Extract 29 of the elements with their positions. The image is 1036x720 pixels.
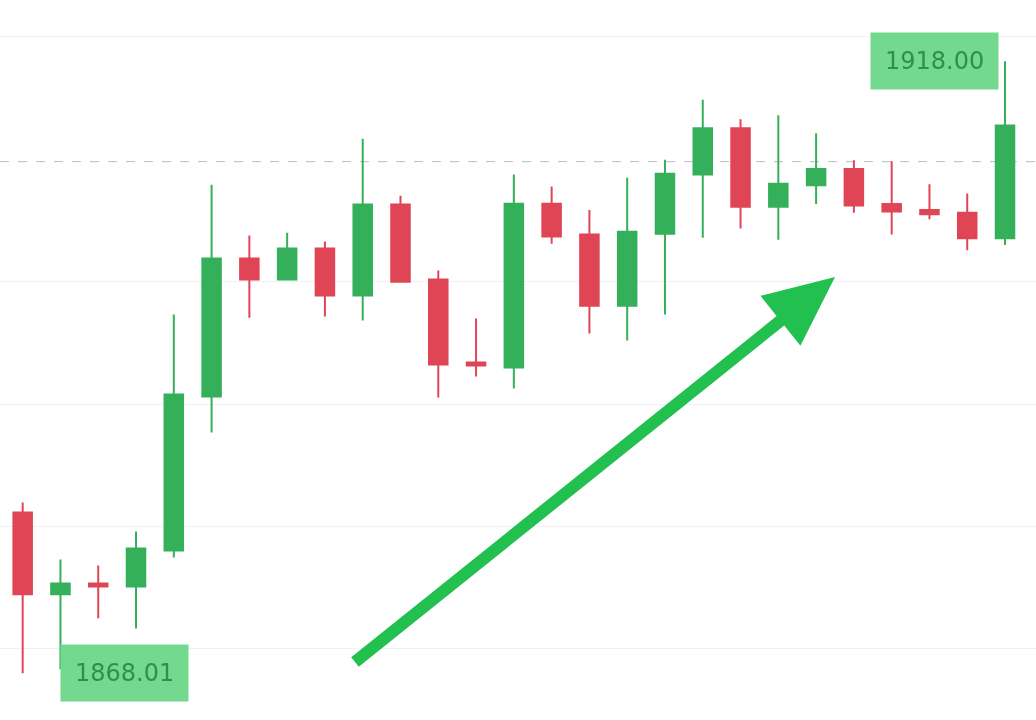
candlestick bbox=[390, 194, 411, 284]
candlestick bbox=[730, 118, 751, 230]
candlestick bbox=[843, 159, 865, 214]
candlestick bbox=[163, 313, 185, 559]
candlestick bbox=[579, 209, 600, 335]
candlestick bbox=[768, 114, 789, 241]
candlestick bbox=[616, 176, 638, 342]
candlestick bbox=[994, 60, 1016, 247]
candlestick bbox=[276, 231, 298, 281]
candlestick bbox=[919, 183, 940, 221]
candlestick bbox=[352, 137, 373, 322]
candlestick bbox=[956, 192, 978, 252]
candlestick bbox=[12, 501, 33, 675]
candlestick bbox=[881, 160, 902, 236]
candlestick bbox=[654, 158, 676, 316]
candlestick bbox=[503, 173, 525, 390]
candlestick bbox=[805, 132, 827, 205]
candlestick bbox=[314, 240, 336, 318]
annotation: 1918.00 bbox=[885, 47, 985, 75]
annotation: 1868.01 bbox=[75, 659, 175, 687]
candlestick bbox=[541, 185, 562, 245]
candlestick bbox=[465, 317, 487, 378]
candlestick bbox=[239, 234, 260, 319]
candlestick bbox=[428, 269, 449, 399]
candlestick bbox=[125, 530, 147, 630]
candlestick bbox=[50, 558, 71, 671]
candlestick bbox=[692, 98, 714, 239]
candlestick bbox=[201, 183, 222, 434]
candlestick bbox=[87, 564, 109, 620]
